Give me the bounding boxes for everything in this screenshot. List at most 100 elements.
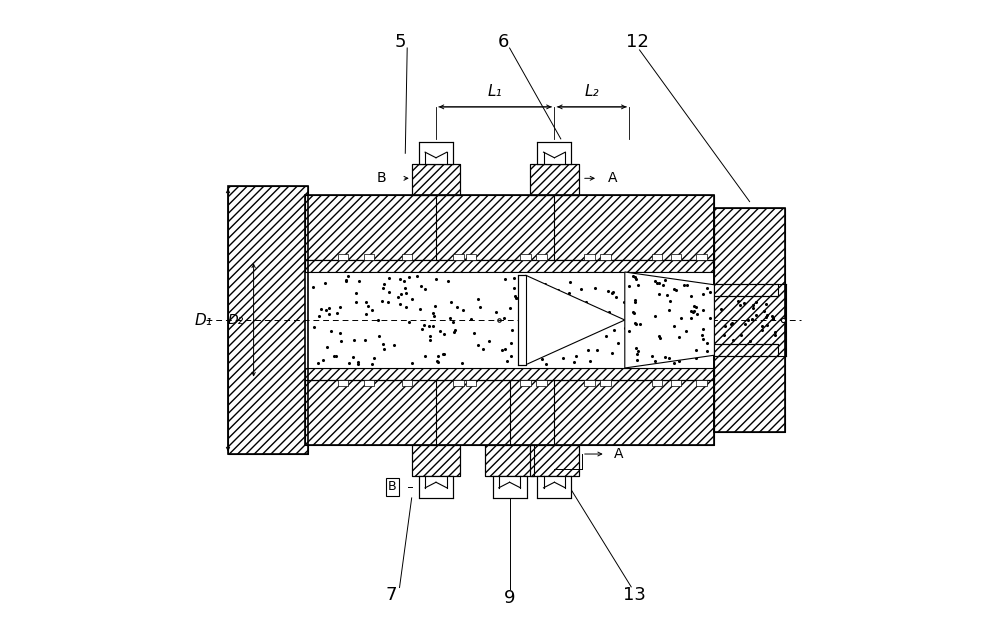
Point [641, 300, 657, 310]
Point [580, 345, 596, 355]
Point [652, 332, 668, 342]
Point [537, 279, 553, 289]
Point [647, 276, 663, 287]
Bar [600, 380, 611, 386]
Point [421, 321, 437, 331]
Point [338, 275, 354, 285]
Point [748, 310, 764, 320]
Point [737, 319, 753, 329]
Point [686, 301, 702, 311]
Bar [453, 380, 464, 386]
Point [432, 326, 448, 336]
Point [397, 283, 413, 293]
Point [629, 325, 645, 335]
Text: 5: 5 [395, 33, 407, 51]
Point [409, 271, 425, 281]
Point [650, 334, 666, 344]
Bar [485, 445, 534, 476]
Point [618, 310, 634, 321]
Point [653, 323, 669, 333]
Point [386, 340, 402, 350]
Text: D₂: D₂ [228, 313, 244, 327]
Point [455, 305, 471, 315]
Point [561, 288, 577, 298]
Bar [419, 476, 453, 498]
Text: L₂: L₂ [585, 84, 599, 99]
Point [748, 297, 764, 307]
Point [639, 305, 655, 315]
Point [616, 297, 632, 307]
Polygon shape [625, 272, 714, 368]
Point [520, 344, 536, 354]
Point [515, 293, 531, 303]
Point [392, 298, 408, 308]
Point [442, 313, 458, 323]
Point [333, 335, 349, 346]
Point [651, 278, 667, 288]
Point [338, 276, 354, 286]
Point [688, 353, 704, 364]
Point [627, 295, 643, 305]
Point [497, 274, 513, 284]
Point [649, 278, 665, 288]
Bar [714, 344, 778, 356]
Bar [584, 380, 595, 386]
Point [381, 287, 397, 298]
Point [713, 304, 729, 314]
Point [375, 284, 391, 294]
Bar [671, 254, 681, 260]
Point [341, 358, 357, 368]
Bar [530, 164, 579, 195]
Point [658, 294, 674, 305]
Point [666, 321, 682, 332]
Point [428, 273, 444, 284]
Point [562, 276, 578, 287]
Point [542, 301, 558, 311]
Point [644, 351, 660, 361]
Point [512, 311, 528, 321]
Bar [714, 208, 785, 432]
Point [488, 307, 504, 317]
Point [358, 308, 374, 319]
Point [445, 317, 461, 328]
Point [682, 333, 698, 344]
Bar [305, 195, 714, 445]
Point [683, 306, 699, 316]
Point [628, 319, 644, 329]
Point [759, 319, 775, 330]
Point [695, 324, 711, 334]
Bar [520, 254, 531, 260]
Point [744, 314, 760, 324]
Point [733, 330, 749, 340]
Point [680, 342, 696, 353]
Bar [652, 254, 662, 260]
Bar [536, 254, 547, 260]
Bar [466, 380, 476, 386]
Point [623, 310, 639, 320]
Point [357, 335, 373, 345]
Point [668, 285, 684, 295]
Point [503, 337, 519, 348]
Point [375, 339, 391, 349]
Point [579, 314, 595, 324]
Point [436, 329, 452, 339]
Point [674, 316, 690, 326]
Point [640, 280, 656, 290]
Point [686, 305, 702, 316]
Point [427, 301, 443, 311]
Point [759, 310, 775, 320]
Point [622, 335, 638, 345]
Point [328, 351, 344, 362]
Point [659, 290, 675, 300]
Point [514, 337, 530, 348]
Point [630, 280, 646, 291]
Point [340, 271, 356, 281]
Point [504, 324, 520, 335]
Point [503, 351, 519, 362]
Point [628, 301, 644, 312]
Point [351, 275, 367, 285]
Bar [530, 164, 579, 195]
Point [745, 303, 761, 313]
Point [430, 356, 446, 367]
Point [435, 349, 451, 360]
